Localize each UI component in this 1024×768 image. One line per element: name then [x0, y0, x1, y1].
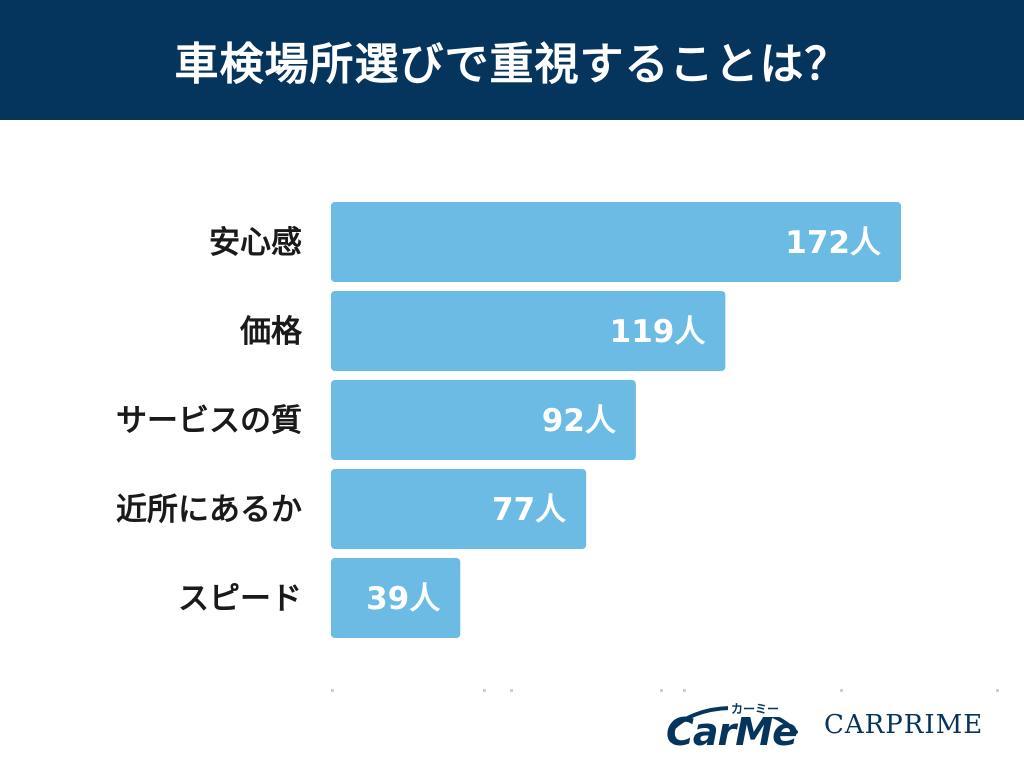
carprime-logo: CARPRIME — [824, 710, 984, 740]
carme-kana-label: カーミー — [728, 700, 783, 717]
axis-tick-mark — [840, 689, 843, 692]
category-label: 安心感 — [209, 225, 302, 261]
category-label: スピード — [178, 581, 302, 617]
carme-wordmark: CarMe — [666, 710, 798, 754]
value-label: 92人 — [542, 403, 616, 439]
axis-tick-mark — [683, 689, 686, 692]
category-label: 近所にあるか — [116, 492, 302, 528]
chart-title: 車検場所選びで重視することは？ — [174, 39, 850, 90]
carme-logo: カーミー CarMe — [664, 696, 804, 762]
axis-tick-mark — [660, 689, 663, 692]
value-label: 119人 — [610, 314, 706, 350]
value-label: 172人 — [785, 225, 881, 261]
bar-1 — [331, 202, 901, 282]
bar-5 — [331, 558, 461, 638]
axis-tick-mark — [510, 689, 513, 692]
axis-tick-mark — [331, 689, 334, 692]
axis-tick-mark — [996, 689, 999, 692]
logo-area: カーミー CarMe CARPRIME — [0, 690, 1024, 768]
category-label: 価格 — [239, 314, 303, 350]
category-label: サービスの質 — [116, 403, 302, 439]
bar-4 — [331, 469, 587, 549]
bar-2 — [331, 291, 726, 371]
bar-3 — [331, 380, 636, 460]
value-label: 77人 — [492, 492, 566, 528]
value-label: 39人 — [366, 581, 440, 617]
axis-tick-mark — [483, 689, 486, 692]
chart-header: 車検場所選びで重視することは？ — [0, 0, 1024, 120]
